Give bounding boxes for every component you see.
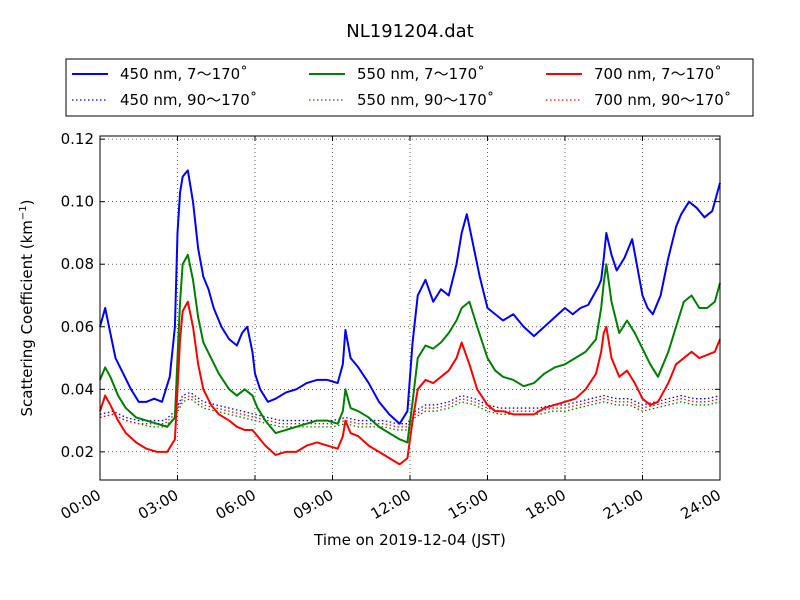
legend: 450 nm, 7～170˚ 550 nm, 7～170˚ 700 nm, 7～17…: [65, 58, 754, 117]
x-tick-label: 09:00: [290, 486, 336, 523]
plot-area: [99, 135, 721, 481]
ticks: [99, 136, 721, 480]
y-tick-label: 0.12: [61, 130, 94, 148]
chart-title: NL191204.dat: [346, 21, 473, 42]
series-line: [99, 398, 721, 431]
legend-frame: [65, 58, 754, 117]
series-line: [99, 394, 721, 428]
y-axis-label: Scattering Coefficient (km−1): [18, 199, 36, 416]
x-tick-label: 00:00: [58, 486, 104, 523]
legend-label: 450 nm, 7～170˚: [120, 65, 248, 83]
legend-label: 450 nm, 90～170˚: [120, 91, 257, 109]
x-tick-label: 12:00: [368, 486, 414, 523]
y-tick-label: 0.06: [61, 318, 94, 336]
y-tick-label: 0.08: [61, 255, 94, 273]
series-line: [99, 300, 721, 466]
x-tick-label: 03:00: [135, 486, 181, 523]
y-axis-label-superscript: −1: [18, 205, 29, 220]
y-axis-label-close: ): [18, 199, 36, 205]
x-tick-label: 24:00: [678, 486, 724, 523]
series-line: [99, 169, 721, 425]
y-tick-label: 0.10: [61, 193, 94, 211]
x-tick-label: 21:00: [600, 486, 646, 523]
series-line: [99, 253, 721, 444]
series-line: [99, 391, 721, 425]
legend-label: 700 nm, 7～170˚: [594, 65, 722, 83]
x-tick-labels: 00:00 03:00 06:00 09:00 12:00 15:00 18:00 21:00…: [58, 486, 724, 523]
legend-label: 700 nm, 90～170˚: [594, 91, 731, 109]
x-tick-label: 15:00: [445, 486, 491, 523]
legend-label: 550 nm, 7～170˚: [357, 65, 485, 83]
x-tick-label: 18:00: [523, 486, 569, 523]
y-tick-label: 0.02: [61, 443, 94, 461]
x-axis-label: Time on 2019-12-04 (JST): [313, 531, 506, 549]
x-tick-label: 06:00: [213, 486, 259, 523]
y-tick-labels: 0.02 0.04 0.06 0.08 0.10 0.12: [61, 130, 94, 461]
y-tick-label: 0.04: [61, 380, 94, 398]
legend-label: 550 nm, 90～170˚: [357, 91, 494, 109]
series-layer: [99, 169, 721, 466]
y-axis-label-main: Scattering Coefficient (km: [18, 220, 36, 416]
